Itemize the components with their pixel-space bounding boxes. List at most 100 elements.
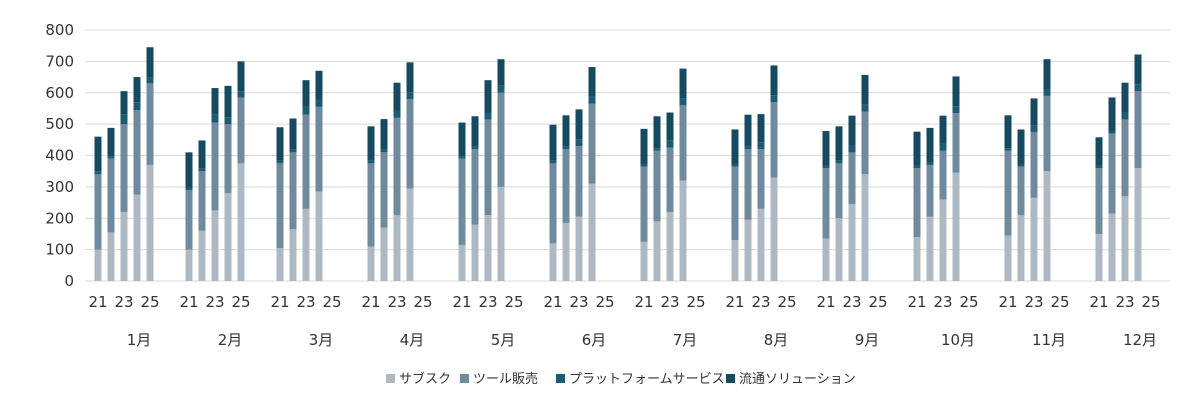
bar-segment [471, 224, 479, 281]
bar-segment [926, 127, 934, 163]
bar-segment [1108, 133, 1116, 214]
month-label: 2月 [218, 331, 243, 349]
bar-segment [458, 244, 466, 281]
bar-segment [588, 103, 596, 184]
bar-segment [926, 164, 934, 217]
x-tick-label: 21 [1089, 293, 1108, 311]
y-axis-ticks: 0 100 200 300 400 500 600 700 800 [45, 21, 74, 290]
bar-segment [562, 115, 570, 147]
bar-segment [1017, 215, 1025, 281]
bar-segment [393, 215, 401, 281]
x-tick-label: 23 [751, 293, 770, 311]
bar-segment [1134, 91, 1142, 169]
bar-segment [458, 158, 466, 245]
bar-segment [939, 115, 947, 144]
bar-segment [549, 243, 557, 281]
bar-segment [497, 59, 505, 86]
bar-segment [913, 237, 921, 281]
bar-segment [1043, 59, 1051, 89]
bar-segment [471, 149, 479, 225]
legend-swatch [460, 374, 469, 383]
bar-segment [107, 127, 115, 157]
x-tick-label: 21 [361, 293, 380, 311]
bar-segment [276, 160, 284, 164]
bar-segment [1121, 119, 1129, 197]
x-tick-label: 25 [322, 293, 341, 311]
bar-segment [289, 149, 297, 153]
bar-segment [211, 210, 219, 281]
bar-segment [822, 131, 830, 166]
bar-segment [575, 216, 583, 281]
bar-segment [1121, 196, 1129, 281]
bar-segment [120, 114, 128, 125]
bar-segment [458, 156, 466, 159]
bar-segment [406, 188, 414, 281]
y-tick-label: 800 [45, 21, 74, 39]
x-tick-label: 25 [868, 293, 887, 311]
bar-segment [185, 190, 193, 250]
legend-label: 流通ソリューション [739, 372, 856, 387]
month-label: 4月 [400, 331, 425, 349]
bar-segment [913, 168, 921, 238]
y-tick-label: 100 [45, 241, 74, 259]
bar-segment [497, 92, 505, 187]
bar-segment [952, 76, 960, 107]
bar-segment [640, 241, 648, 281]
bar-segment [367, 160, 375, 164]
y-tick-label: 200 [45, 209, 74, 227]
x-tick-label: 21 [998, 293, 1017, 311]
bar-segment [380, 152, 388, 228]
bar-segment [1004, 150, 1012, 236]
bar-segment [146, 77, 154, 84]
legend: サブスク ツール販売 プラットフォームサービス 流通ソリューション [386, 371, 856, 387]
bar-segment [497, 186, 505, 281]
bar-segment [913, 131, 921, 166]
bar-segment [744, 146, 752, 150]
y-tick-label: 700 [45, 52, 74, 70]
bar-segment [94, 171, 102, 175]
x-tick-label: 23 [660, 293, 679, 311]
x-tick-label: 25 [686, 293, 705, 311]
month-label: 10月 [941, 331, 975, 349]
x-tick-label: 23 [1115, 293, 1134, 311]
bar-segment [315, 106, 323, 192]
legend-swatch [556, 374, 565, 383]
bar-segment [315, 99, 323, 107]
bar-segment [315, 191, 323, 281]
bar-segment [133, 77, 141, 103]
bar-segment [770, 102, 778, 178]
bar-segment [484, 215, 492, 281]
bar-segment [653, 148, 661, 151]
x-tick-label: 21 [725, 293, 744, 311]
x-tick-label: 21 [907, 293, 926, 311]
x-tick-label: 25 [777, 293, 796, 311]
bar-segment [744, 219, 752, 281]
bar-segment [744, 114, 752, 147]
bar-segment [237, 97, 245, 164]
bar-segment [562, 149, 570, 223]
bar-segment [1017, 163, 1025, 167]
bar-segment [757, 114, 765, 143]
bar-segment [484, 112, 492, 120]
bar-segment [835, 126, 843, 161]
x-tick-label: 21 [270, 293, 289, 311]
bar-segment [861, 111, 869, 175]
y-tick-label: 300 [45, 178, 74, 196]
bar-segment [458, 122, 466, 157]
bar-segment [380, 149, 388, 153]
x-axis-month-labels: 1月 2月 3月 4月 5月 6月 7月 8月 9月 10月 11月 12月 [127, 331, 1157, 349]
bar-segment [1017, 129, 1025, 164]
legend-swatch [386, 374, 395, 383]
bar-segment [731, 163, 739, 167]
bar-segment [133, 102, 141, 111]
bar-segment [237, 163, 245, 281]
bar-segment [549, 163, 557, 244]
bar-segment [198, 168, 206, 172]
bar-segment [133, 110, 141, 195]
bar-segment [406, 99, 414, 189]
bar-segment [393, 110, 401, 118]
bar-segment [94, 136, 102, 172]
x-tick-label: 23 [296, 293, 315, 311]
bar-segment [211, 114, 219, 123]
bar-segment [1030, 131, 1038, 198]
